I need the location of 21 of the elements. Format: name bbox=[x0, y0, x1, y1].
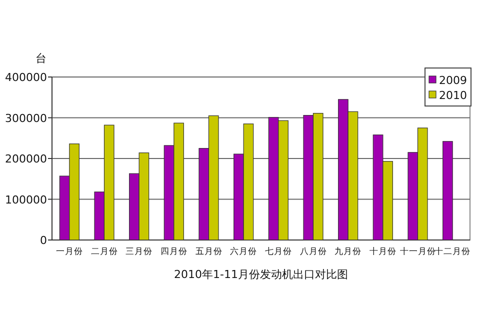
y-tick-label: 100000 bbox=[5, 193, 47, 206]
y-axis-title: 台 bbox=[36, 52, 46, 65]
x-tick-label: 五月份 bbox=[195, 246, 222, 257]
x-tick-label: 九月份 bbox=[334, 246, 362, 257]
x-tick-label: 二月份 bbox=[90, 246, 118, 257]
x-tick-label: 十二月份 bbox=[434, 246, 471, 257]
x-tick-label: 六月份 bbox=[230, 246, 258, 257]
y-tick-label: 0 bbox=[40, 234, 47, 247]
y-tick-label: 300000 bbox=[5, 112, 47, 125]
x-tick-label: 四月份 bbox=[160, 246, 188, 257]
x-tick-label: 八月份 bbox=[300, 246, 327, 257]
x-tick-label: 十月份 bbox=[369, 246, 396, 257]
x-tick-label: 十一月份 bbox=[400, 246, 436, 257]
y-tick-label: 200000 bbox=[5, 152, 47, 166]
x-tick-label: 一月份 bbox=[56, 246, 83, 257]
text: 2010年1-11月份发动机出口对比图 bbox=[174, 268, 348, 281]
legend-label: 2010 bbox=[439, 89, 467, 102]
legend-label: 2009 bbox=[439, 74, 467, 87]
x-tick-label: 三月份 bbox=[126, 246, 153, 257]
y-tick-label: 400000 bbox=[5, 71, 47, 84]
x-tick-label: 七月份 bbox=[264, 246, 292, 257]
